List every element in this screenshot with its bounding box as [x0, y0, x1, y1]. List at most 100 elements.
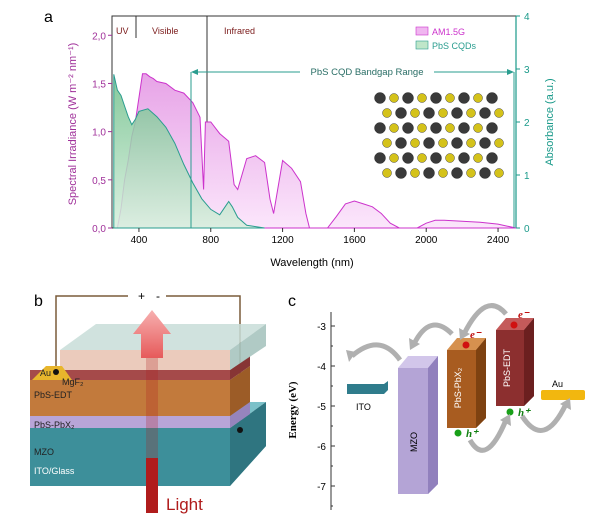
label-mgf2: MgF₂: [62, 377, 84, 387]
x-tick-label-1: 800: [202, 235, 219, 246]
panel-b: b + - Au MgF₂ PbS-EDT PbS-P: [30, 289, 266, 514]
crystal-atom-2-4: [430, 122, 442, 134]
crystal-atom-4-8: [486, 152, 498, 164]
hole-dot-1: [454, 429, 462, 437]
electron-arrow-pbx2-mzo: [411, 322, 454, 346]
crystal-atom-4-0: [374, 152, 386, 164]
legend-swatch-am15g: [415, 26, 429, 36]
pbs-edt-block-label: PbS-EDT: [502, 348, 512, 387]
crystal-atom-5-0: [382, 168, 392, 178]
wire-left: [55, 295, 128, 372]
crystal-atom-1-5: [451, 107, 463, 119]
light-beam-through: [146, 346, 158, 458]
crystal-atom-5-5: [451, 167, 463, 179]
crystal-atom-3-0: [382, 138, 392, 148]
crystal-atom-2-6: [458, 122, 470, 134]
electron-arrow-head-2: [409, 338, 420, 350]
electron-arrow-head-3: [459, 328, 470, 340]
label-mzo: MZO: [34, 447, 54, 457]
crystal-atom-0-1: [389, 93, 399, 103]
au-block-label: Au: [552, 379, 563, 389]
contact-dot-left: [53, 369, 59, 375]
am15g-series: [116, 73, 517, 229]
crystal-atom-1-2: [410, 108, 420, 118]
crystal-atom-0-3: [417, 93, 427, 103]
bandgap-arrow-right: [507, 69, 514, 75]
mzo-side: [230, 402, 250, 428]
panel-c-letter: c: [288, 293, 296, 310]
crystal-atom-2-3: [417, 123, 427, 133]
crystal-atom-4-7: [473, 153, 483, 163]
au-block: [541, 390, 585, 400]
emission-arrow: [133, 310, 171, 358]
panel-a-letter: a: [44, 9, 53, 26]
crystal-atom-1-7: [479, 107, 491, 119]
crystal-atom-4-1: [389, 153, 399, 163]
crystal-atom-4-3: [417, 153, 427, 163]
crystal-atom-1-8: [494, 108, 504, 118]
hole-dot-2: [506, 408, 514, 416]
crystal-atom-5-3: [423, 167, 435, 179]
panel-a: a UV Visible Infrared PbS CQD Bandgap Ra…: [44, 9, 556, 269]
au-contact: [32, 366, 72, 380]
electron-label-1: e⁻: [470, 329, 482, 341]
crystal-atom-3-8: [494, 138, 504, 148]
crystal-atom-0-0: [374, 92, 386, 104]
ito-glass-slab: [30, 418, 266, 486]
crystal-atom-3-1: [395, 137, 407, 149]
light-label: Light: [166, 495, 203, 514]
energy-tick-label-1: -4: [317, 362, 326, 373]
bandgap-label: PbS CQD Bandgap Range: [310, 67, 423, 78]
y-left-tick-label-0: 0,0: [92, 224, 106, 235]
ito-glass-side: [230, 402, 266, 486]
mzo-block-side: [428, 356, 438, 494]
crystal-atom-0-7: [473, 93, 483, 103]
x-ticks: 400 800 1200 1600 2000 2400: [131, 228, 510, 246]
crystal-atom-5-1: [395, 167, 407, 179]
legend-swatch-pbs: [415, 40, 429, 50]
pbs-pbx2-layer: [30, 380, 230, 416]
y-left-tick-label-2: 1,0: [92, 128, 106, 139]
electron-arrow-head-1: [346, 350, 356, 362]
crystal-structure-image: [372, 92, 504, 187]
x-tick-label-0: 400: [131, 235, 148, 246]
electron-dot-2: [510, 321, 518, 329]
y-right-tick-label-4: 4: [524, 12, 530, 23]
crystal-atom-2-0: [374, 122, 386, 134]
region-visible: Visible: [152, 26, 178, 36]
crystal-atom-3-5: [451, 137, 463, 149]
crystal-atom-4-6: [458, 152, 470, 164]
crystal-atom-2-8: [486, 122, 498, 134]
bandgap-label-bg: [300, 65, 434, 78]
energy-tick-label-3: -6: [317, 442, 326, 453]
energy-tick-label-4: -7: [317, 482, 326, 493]
electron-arrow-edt-pbx2: [461, 303, 508, 336]
energy-tick-label-2: -5: [317, 402, 326, 413]
pbs-pbx2-block-label: PbS-PbX₂: [453, 367, 463, 408]
crystal-atom-3-6: [466, 138, 476, 148]
light-beam: [146, 458, 158, 513]
energy-ticks: -3 -4 -5 -6 -7: [317, 322, 335, 507]
y-right-tick-label-3: 3: [524, 65, 530, 76]
hole-arrow-head-2: [560, 398, 571, 410]
electron-dot-1: [462, 341, 470, 349]
pbs-edt-side: [230, 356, 250, 380]
y-right-tick-label-1: 1: [524, 171, 530, 182]
crystal-atom-3-4: [438, 138, 448, 148]
crystal-atom-2-7: [473, 123, 483, 133]
y-left-tick-label-1: 0,5: [92, 176, 106, 187]
x-tick-label-4: 2000: [415, 235, 438, 246]
x-tick-label-5: 2400: [487, 235, 510, 246]
contact-dot-right: [237, 427, 243, 433]
y-ticks-right: 0 1 2 3 4: [516, 12, 530, 235]
panel-c: c -3 -4 -5 -6 -7 Energy (eV) ITO MZO PbS-PbX…: [287, 293, 585, 510]
x-axis-label: Wavelength (nm): [270, 257, 353, 269]
label-pbs-pbx2: PbS-PbX₂: [34, 420, 75, 430]
energy-tick-label-0: -3: [317, 322, 326, 333]
label-au: Au: [40, 368, 51, 378]
mgf2-side: [230, 324, 266, 370]
crystal-atom-4-2: [402, 152, 414, 164]
crystal-atom-3-3: [423, 137, 435, 149]
crystal-atom-1-4: [438, 108, 448, 118]
panel-b-letter: b: [34, 293, 43, 310]
